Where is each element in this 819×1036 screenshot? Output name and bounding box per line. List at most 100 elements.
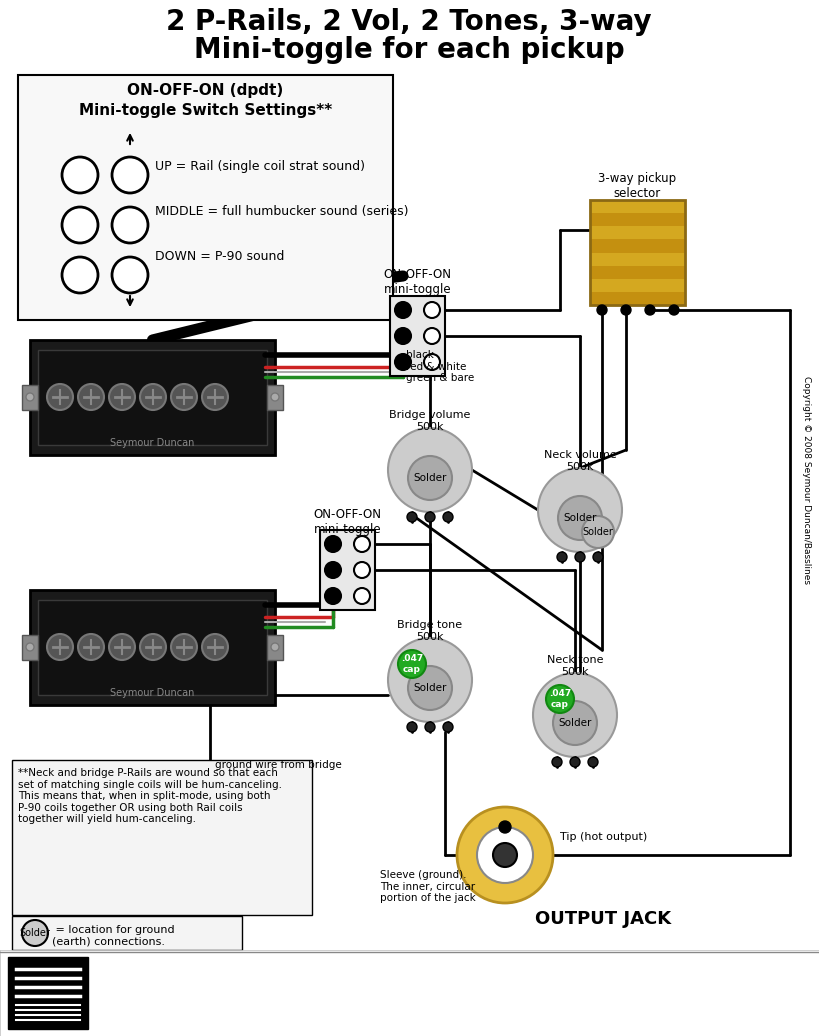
Circle shape <box>669 305 679 315</box>
Bar <box>590 253 685 265</box>
Bar <box>30 589 275 706</box>
Circle shape <box>493 843 517 867</box>
Circle shape <box>271 643 279 651</box>
Text: Solder: Solder <box>563 513 597 523</box>
Circle shape <box>354 562 370 578</box>
Text: red & white: red & white <box>406 362 466 372</box>
Circle shape <box>78 384 104 410</box>
Circle shape <box>552 757 562 767</box>
Text: 2 P-Rails, 2 Vol, 2 Tones, 3-way: 2 P-Rails, 2 Vol, 2 Tones, 3-way <box>166 8 652 36</box>
Bar <box>22 635 38 660</box>
Circle shape <box>597 305 607 315</box>
Circle shape <box>588 757 598 767</box>
Circle shape <box>22 920 48 946</box>
Circle shape <box>354 536 370 552</box>
Circle shape <box>325 562 341 578</box>
Bar <box>590 279 685 292</box>
Bar <box>590 200 685 305</box>
Text: Solder: Solder <box>582 527 613 537</box>
Text: **Neck and bridge P-Rails are wound so that each
set of matching single coils wi: **Neck and bridge P-Rails are wound so t… <box>18 768 282 825</box>
Bar <box>390 296 445 376</box>
Text: Neck volume
500k: Neck volume 500k <box>544 450 617 471</box>
Bar <box>18 75 393 320</box>
Text: Neck tone
500k: Neck tone 500k <box>547 655 604 677</box>
Circle shape <box>325 588 341 604</box>
Circle shape <box>112 207 148 243</box>
Circle shape <box>47 384 73 410</box>
Circle shape <box>325 536 341 552</box>
Circle shape <box>575 552 585 562</box>
Text: MIDDLE = full humbucker sound (series): MIDDLE = full humbucker sound (series) <box>155 205 409 218</box>
Circle shape <box>202 384 228 410</box>
Circle shape <box>570 757 580 767</box>
Circle shape <box>425 512 435 522</box>
Bar <box>30 340 275 455</box>
Circle shape <box>593 552 603 562</box>
Circle shape <box>26 393 34 401</box>
Text: black: black <box>406 350 434 359</box>
Circle shape <box>388 428 472 512</box>
Bar <box>267 635 283 660</box>
Text: Mini-toggle Switch Settings**: Mini-toggle Switch Settings** <box>79 103 333 118</box>
Bar <box>267 385 283 410</box>
Circle shape <box>354 588 370 604</box>
Circle shape <box>398 650 426 678</box>
Circle shape <box>443 722 453 732</box>
Circle shape <box>582 516 614 548</box>
Circle shape <box>424 354 440 370</box>
Bar <box>590 239 685 253</box>
Text: Solder: Solder <box>20 928 51 938</box>
Circle shape <box>62 257 98 293</box>
Bar <box>0 950 819 1036</box>
Text: Phone: 805.964.9610  •  Fax: 805.964.9749  •  Email: wiring@seymourduncan.com: Phone: 805.964.9610 • Fax: 805.964.9749 … <box>310 987 819 1000</box>
Text: Sleeve (ground).
The inner, circular
portion of the jack: Sleeve (ground). The inner, circular por… <box>380 870 476 903</box>
Text: OUTPUT JACK: OUTPUT JACK <box>535 910 671 928</box>
Bar <box>320 530 375 610</box>
Text: ground wire from bridge: ground wire from bridge <box>215 760 342 770</box>
Text: DOWN = P-90 sound: DOWN = P-90 sound <box>155 250 284 263</box>
Text: Bridge volume
500k: Bridge volume 500k <box>389 410 471 432</box>
Circle shape <box>621 305 631 315</box>
Bar <box>590 200 685 213</box>
Text: Solder: Solder <box>414 473 446 483</box>
Text: 5427 Hollister Ave.  •  Santa Barbara, CA. 93111: 5427 Hollister Ave. • Santa Barbara, CA.… <box>310 968 614 981</box>
Text: Copyright © 2008 Seymour Duncan/Basslines: Copyright © 2008 Seymour Duncan/Bassline… <box>802 376 811 584</box>
Circle shape <box>62 157 98 193</box>
Circle shape <box>171 384 197 410</box>
Text: UP = Rail (single coil strat sound): UP = Rail (single coil strat sound) <box>155 160 365 173</box>
Circle shape <box>395 328 411 344</box>
Text: ON-OFF-ON (dpdt): ON-OFF-ON (dpdt) <box>128 83 283 98</box>
Circle shape <box>499 821 511 833</box>
Text: Mini-toggle for each pickup: Mini-toggle for each pickup <box>193 36 624 64</box>
Text: green & bare: green & bare <box>406 373 474 383</box>
Text: Solder: Solder <box>559 718 591 728</box>
Text: .047
cap: .047 cap <box>400 655 423 673</box>
Circle shape <box>109 384 135 410</box>
Text: Duncan: Duncan <box>97 983 203 1007</box>
Text: Seymour: Seymour <box>97 958 222 982</box>
Bar <box>590 213 685 226</box>
Circle shape <box>388 638 472 722</box>
Bar <box>590 265 685 279</box>
Circle shape <box>457 807 553 903</box>
Bar <box>590 292 685 305</box>
Circle shape <box>424 303 440 318</box>
Circle shape <box>477 827 533 883</box>
Circle shape <box>558 496 602 540</box>
Circle shape <box>271 393 279 401</box>
Circle shape <box>645 305 655 315</box>
Circle shape <box>538 468 622 552</box>
Bar <box>12 916 242 950</box>
Circle shape <box>62 207 98 243</box>
Circle shape <box>424 328 440 344</box>
Circle shape <box>557 552 567 562</box>
Circle shape <box>408 456 452 500</box>
Circle shape <box>408 666 452 710</box>
Circle shape <box>546 685 574 713</box>
Bar <box>590 226 685 239</box>
Circle shape <box>425 722 435 732</box>
Text: Seymour Duncan: Seymour Duncan <box>111 688 195 698</box>
Circle shape <box>78 634 104 660</box>
Bar <box>38 350 267 445</box>
Circle shape <box>443 512 453 522</box>
